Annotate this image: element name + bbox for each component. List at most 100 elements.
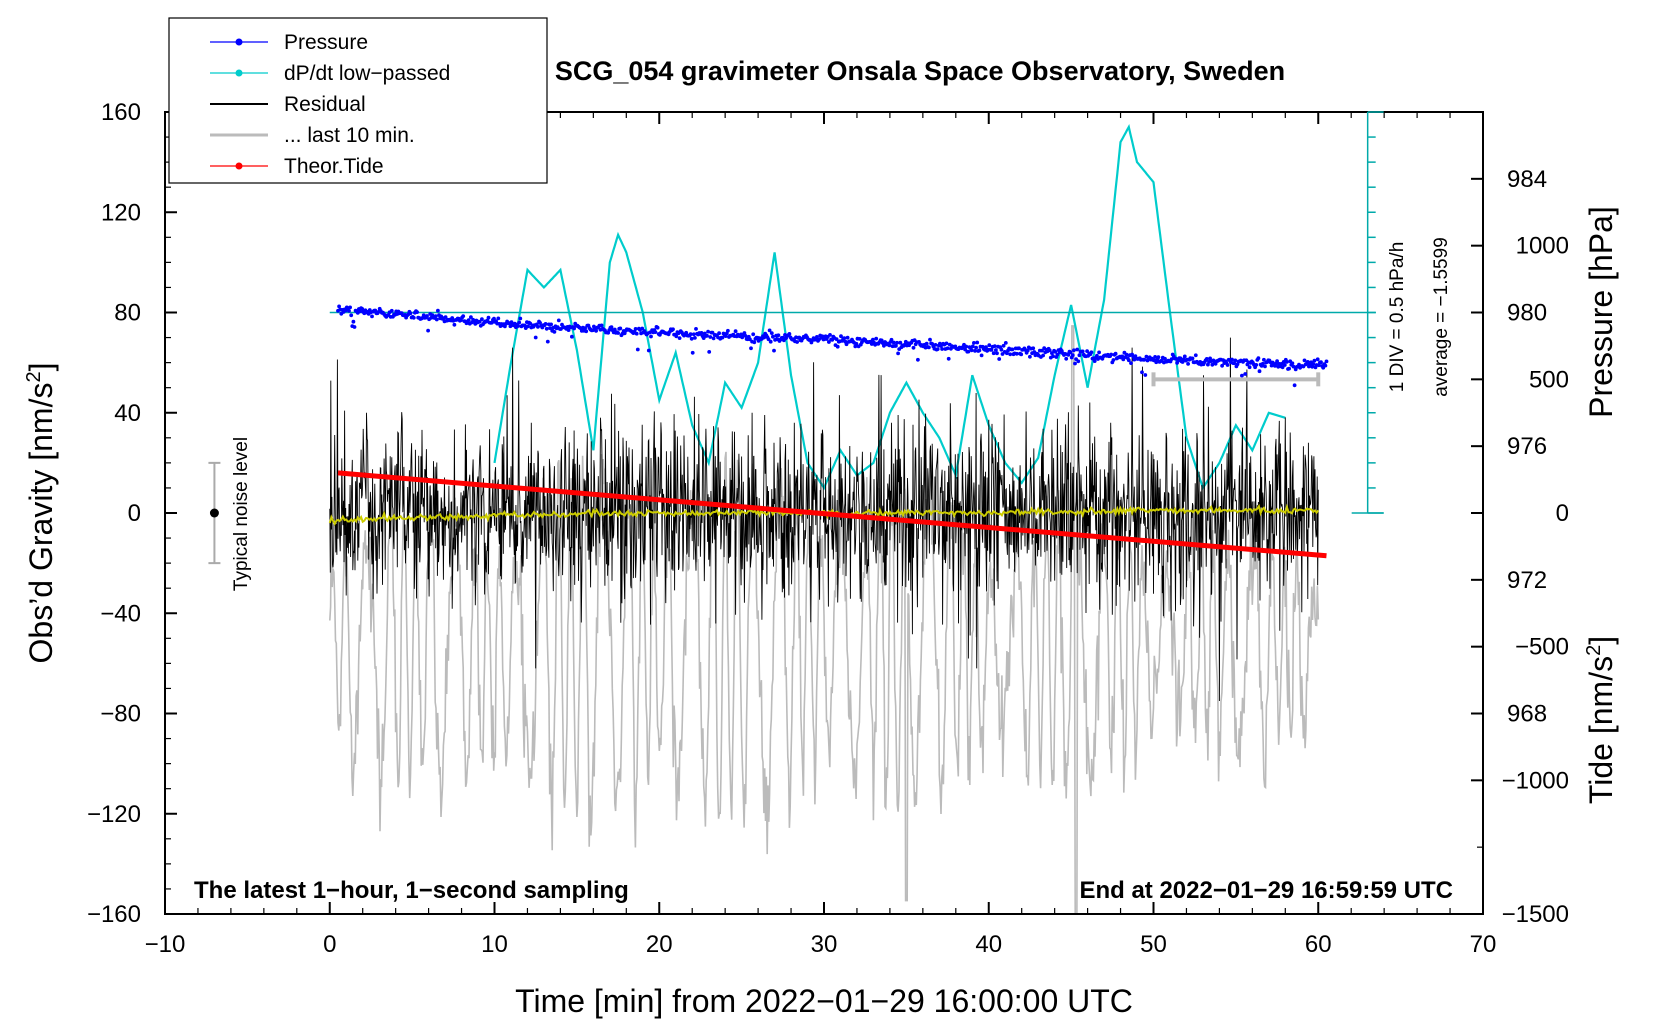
pressure-point [425,314,429,318]
pressure-point [795,340,799,344]
pressure-point [389,308,394,313]
pressure-point [674,334,679,339]
pressure-point [1070,353,1075,358]
pressure-point [671,327,675,332]
tide-tick-label: 1000 [1516,233,1569,260]
pressure-point [469,315,473,319]
pressure-point [776,333,781,338]
pressure-point [348,305,352,310]
x-tick-label: 70 [1470,931,1497,958]
theor-tide-series [337,470,1327,559]
pressure-point [972,341,976,345]
pressure-point [544,326,549,331]
pressure-point [1243,372,1248,376]
pressure-series [336,304,1329,388]
pressure-point [706,329,710,334]
pressure-point [927,345,931,350]
pressure-point [1031,346,1036,351]
y-axis-label-text: Obs’d Gravity [nm/s [23,383,59,664]
pressure-point [1178,356,1183,361]
y-tick-label: 120 [101,199,141,226]
pressure-point [640,326,645,331]
pressure-point [1204,357,1209,361]
legend-label: Residual [284,93,366,116]
pressure-point [999,347,1004,352]
pressure-point [1064,356,1069,361]
pressure-point [618,326,623,331]
pressure-point [1047,348,1052,353]
pressure-point [911,345,916,350]
pressure-point [1323,363,1328,368]
y-axis-ticks: 160 120 80 40 0 −40 −80 −120 −160 [87,99,177,928]
pressure-point [1291,364,1296,369]
pressure-point [767,328,772,333]
pressure-point [705,333,709,338]
legend-box [168,17,548,184]
pressure-point [486,315,491,320]
pressure-point [434,317,439,322]
pressure-point [1017,346,1021,351]
pressure-point [1153,355,1157,359]
pressure-point [933,343,938,347]
pressure-point [1292,383,1297,388]
pressure-point [1254,363,1259,367]
pressure-point [693,336,697,340]
pressure-point [820,334,825,339]
pressure-point [984,345,988,350]
dpdt-average-label: average = −1.5599 [1431,237,1452,397]
pressure-point [1097,350,1101,355]
x-axis-ticks: −10 0 10 20 30 40 50 60 70 [145,112,1497,958]
pressure-point [1076,359,1081,364]
pressure-point [997,357,1002,361]
pressure-point [584,329,589,334]
pressure-point [1025,348,1030,353]
legend-marker [235,69,243,77]
x-tick-label: 50 [1140,931,1167,958]
pressure-point [461,314,466,318]
pressure-point [895,340,899,345]
pressure-point [1077,353,1082,358]
pressure-tick-label: 976 [1507,433,1547,460]
pressure-point [1240,373,1244,378]
y-tick-label: 160 [101,99,141,126]
pressure-point [1225,363,1230,367]
pressure-point [944,341,949,346]
pressure-point [646,348,651,353]
legend: Pressure dP/dt low−passed Residual ... last… [168,17,548,184]
x-tick-label: 10 [481,931,508,958]
pressure-point [1247,365,1252,370]
pressure-point [677,336,682,340]
pressure-point [940,347,944,351]
pressure-point [815,335,819,339]
pressure-point [1080,349,1085,354]
pressure-point [1092,359,1097,363]
y-axis-label-left: Obs’d Gravity [nm/s2] [23,363,59,664]
legend-label: Pressure [284,31,368,54]
pressure-point [749,346,753,351]
pressure-point [974,345,978,350]
y-tick-label: 80 [114,300,141,327]
pressure-point [543,322,548,326]
pressure-point [871,337,875,342]
pressure-point [612,327,617,332]
pressure-tick-label: 968 [1507,701,1547,728]
pressure-point [352,325,357,329]
pressure-point [946,356,951,361]
x-tick-label: 40 [975,931,1002,958]
tide-label-text: Tide [nm/s [1583,656,1619,804]
pressure-point [337,304,341,309]
pressure-point [1008,352,1013,357]
pressure-point [1302,358,1307,363]
pressure-point [1055,352,1060,357]
pressure-point [1285,360,1289,364]
data-traces [328,123,1376,914]
pressure-point [995,351,999,356]
y-axis-label-close: ] [23,363,59,372]
x-tick-label: −10 [145,931,186,958]
pressure-point [987,343,992,348]
pressure-point [742,331,747,335]
pressure-point [945,346,950,351]
pressure-point [1287,366,1291,371]
pressure-point [517,320,522,325]
pressure-point [1085,349,1089,353]
